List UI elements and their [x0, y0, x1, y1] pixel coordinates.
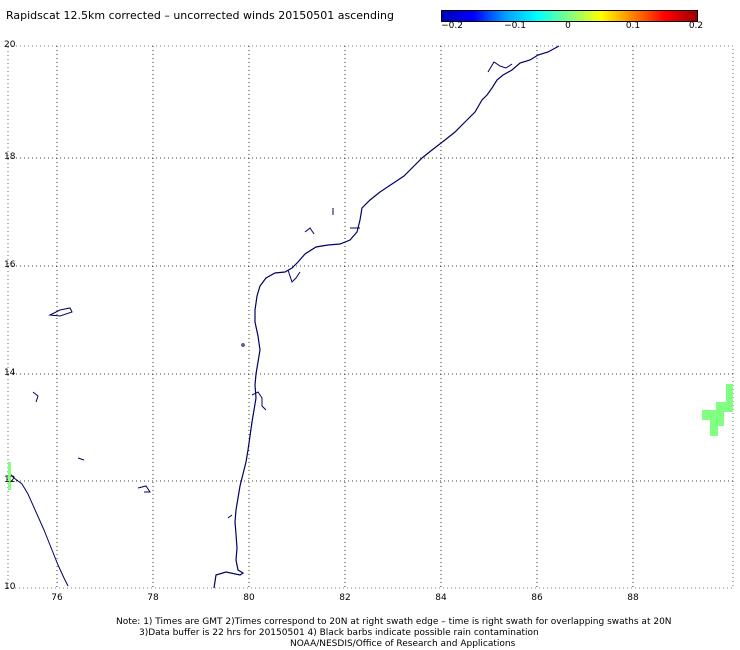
map-frame: [7, 45, 734, 589]
lon-label: 82: [339, 593, 351, 603]
longitude-grid: [56, 46, 634, 588]
lat-label: 20: [4, 40, 16, 50]
colorbar-tick-label: 0: [565, 21, 571, 31]
lat-label: 12: [4, 475, 16, 485]
latitude-grid: [8, 157, 733, 482]
lat-label: 18: [4, 152, 16, 162]
lon-label: 86: [531, 593, 543, 603]
coastline-island: [241, 343, 245, 347]
lat-label: 16: [4, 260, 16, 270]
coastline-island: [287, 269, 301, 283]
coastline-island: [137, 485, 151, 493]
footnote-line: 3)Data buffer is 22 hrs for 20150501 4) …: [139, 628, 539, 638]
lon-label: 80: [243, 593, 255, 603]
lon-label: 78: [147, 593, 159, 603]
coastline-island: [48, 307, 73, 317]
coastline-island: [32, 391, 39, 403]
wind-difference-patch: [8, 462, 11, 490]
colorbar-tick-label: 0.1: [625, 21, 641, 31]
coastline-island: [77, 457, 85, 461]
coastline: [213, 45, 560, 589]
map-title: Rapidscat 12.5km corrected – uncorrected…: [6, 9, 395, 22]
footnote-line: NOAA/NESDIS/Office of Research and Appli…: [290, 639, 516, 649]
colorbar-tick-label: 0.2: [688, 21, 704, 31]
lon-label: 88: [627, 593, 639, 603]
lat-label: 14: [4, 368, 16, 378]
coastline-island: [251, 391, 267, 411]
lon-label: 76: [51, 593, 63, 603]
colorbar-tick-label: −0.1: [504, 21, 526, 31]
lon-label: 84: [435, 593, 447, 603]
coastline: [7, 471, 69, 587]
coastline-island: [487, 61, 513, 73]
lat-label: 10: [4, 582, 16, 592]
coastline-island: [304, 227, 315, 235]
colorbar: [441, 10, 698, 22]
wind-difference-patch: [702, 384, 733, 436]
coastline-island: [227, 514, 233, 519]
colorbar-tick-label: −0.2: [441, 21, 463, 31]
footnote-line: Note: 1) Times are GMT 2)Times correspon…: [116, 617, 672, 627]
